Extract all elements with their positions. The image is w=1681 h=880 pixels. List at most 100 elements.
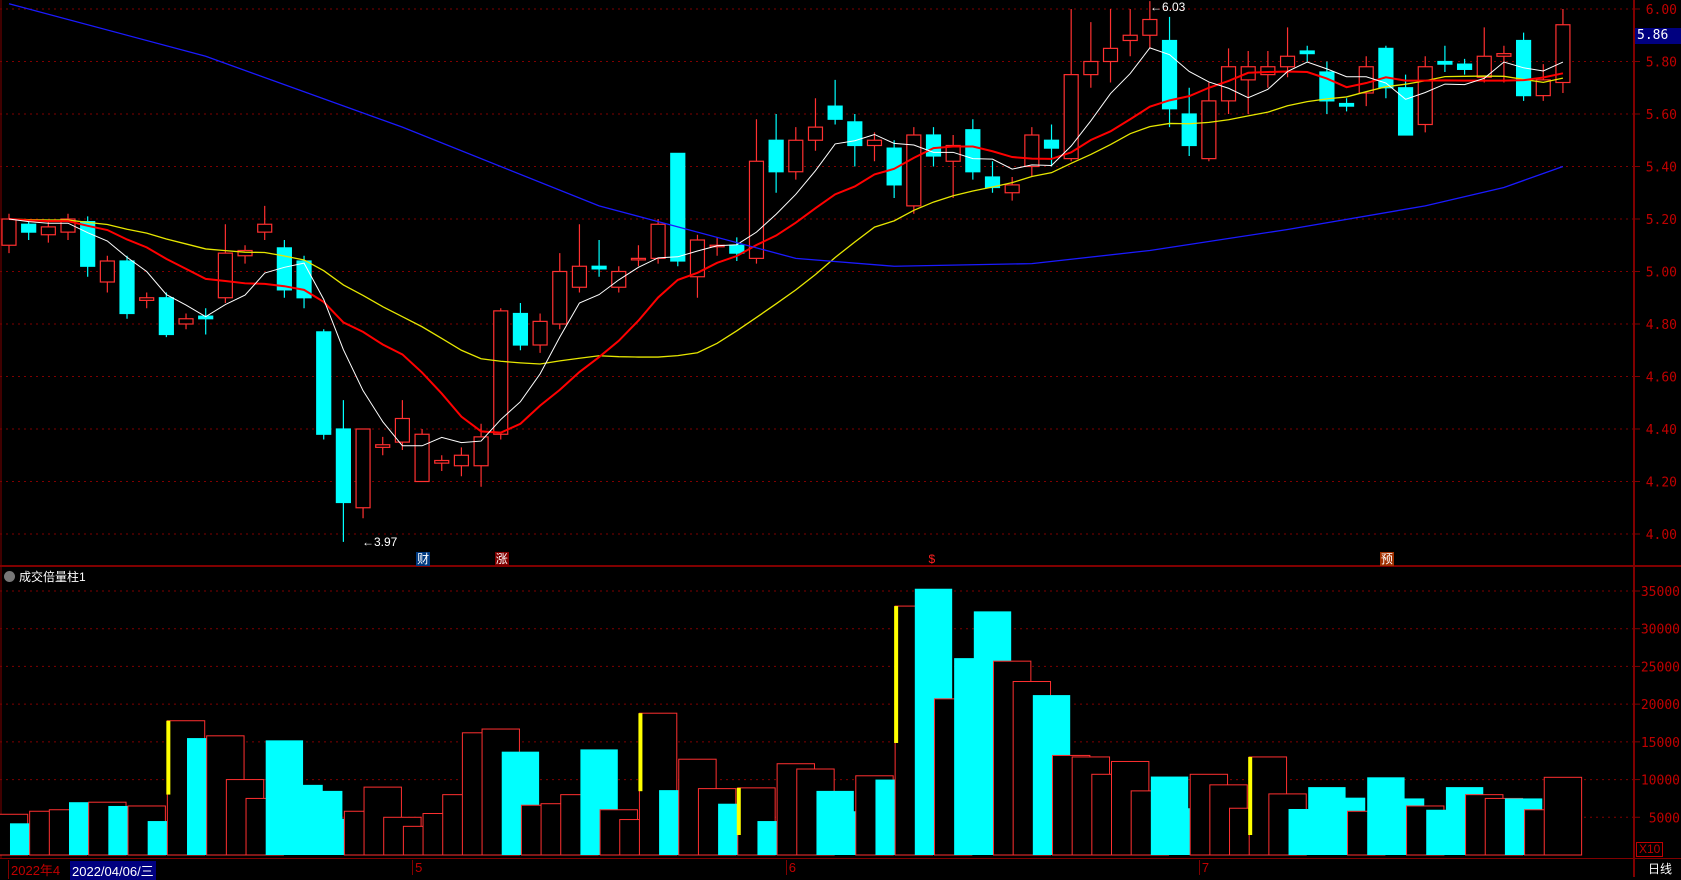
candle xyxy=(807,98,824,151)
price-tick-label: 4.60 xyxy=(1646,371,1677,386)
candle-body xyxy=(925,134,942,157)
month-label: 2022年4 xyxy=(8,860,60,879)
price-tick-label: 5.20 xyxy=(1646,213,1677,228)
price-tick-label: 4.40 xyxy=(1646,423,1677,438)
double-volume-marker xyxy=(638,713,643,792)
candle xyxy=(237,245,253,264)
candle xyxy=(630,245,647,267)
candle-body xyxy=(1201,100,1217,160)
candle-body xyxy=(1338,102,1355,107)
candle-body xyxy=(571,265,588,288)
selected-date: 2022/04/06/三 xyxy=(70,861,156,880)
candle xyxy=(650,219,666,264)
candle xyxy=(1122,9,1138,57)
candle-body xyxy=(1220,66,1237,102)
candle xyxy=(198,308,214,335)
candle xyxy=(1161,16,1178,128)
candle xyxy=(453,447,470,477)
event-marker[interactable]: $ xyxy=(928,552,936,566)
candle-body xyxy=(1122,34,1138,42)
candle-body xyxy=(906,134,922,207)
candle-body xyxy=(493,310,509,435)
candle-body xyxy=(1496,53,1512,57)
candle-body xyxy=(886,147,902,186)
event-marker[interactable]: 预 xyxy=(1379,552,1394,566)
candle-body xyxy=(1142,18,1158,36)
candle-body xyxy=(827,105,843,120)
candle xyxy=(1279,27,1296,78)
candle-body xyxy=(552,270,568,325)
candle xyxy=(316,329,332,440)
candle xyxy=(1476,27,1492,83)
double-volume-marker xyxy=(166,720,171,795)
candle xyxy=(1063,9,1079,162)
candle-body xyxy=(1,218,17,246)
time-axis: 2022年4 5 6 7 2022/04/06/三 日线 xyxy=(0,858,1681,880)
double-volume-marker xyxy=(736,787,741,835)
volume-tick-label: 20000 xyxy=(1641,698,1680,713)
candle xyxy=(965,119,981,180)
candle xyxy=(139,292,155,309)
candle-body xyxy=(1279,55,1296,68)
candle-body xyxy=(965,129,981,173)
candle xyxy=(1260,51,1276,88)
high-price-label: ←6.03 xyxy=(1150,0,1186,14)
candle-body xyxy=(414,433,430,483)
price-tick-label: 5.40 xyxy=(1646,161,1677,176)
candle-body xyxy=(1260,66,1276,76)
candle xyxy=(493,308,509,440)
event-marker[interactable]: 涨 xyxy=(494,552,509,566)
price-tick-label: 4.20 xyxy=(1646,476,1677,491)
candle xyxy=(257,205,273,240)
candle-body xyxy=(158,297,174,336)
collapse-icon[interactable] xyxy=(4,571,15,582)
candle xyxy=(1496,45,1512,83)
candle xyxy=(552,253,568,330)
volume-tick-label: 35000 xyxy=(1641,585,1680,600)
candle xyxy=(1358,56,1374,107)
candle xyxy=(414,429,430,483)
candle xyxy=(1024,127,1040,177)
candle-body xyxy=(355,428,371,509)
candle xyxy=(394,400,410,450)
volume-tick-label: 10000 xyxy=(1641,774,1680,789)
candle-body xyxy=(1083,60,1099,76)
period-label[interactable]: 日线 xyxy=(1648,862,1673,876)
candle-body xyxy=(21,223,37,233)
candle xyxy=(40,221,56,243)
candle xyxy=(375,436,391,456)
candle-body xyxy=(316,331,332,435)
ma10-line xyxy=(8,70,1564,434)
candle-body xyxy=(237,249,253,257)
candle xyxy=(1083,22,1099,88)
indicator-title[interactable]: 成交倍量柱1 xyxy=(4,568,86,585)
candle-body xyxy=(139,297,155,301)
candle xyxy=(473,423,489,487)
candle-body xyxy=(178,318,194,325)
candle xyxy=(1102,9,1119,83)
volume-tick-label: 15000 xyxy=(1641,736,1680,751)
candle-body xyxy=(1063,74,1079,160)
candle xyxy=(670,152,686,267)
candle-body xyxy=(119,260,135,315)
candle-body xyxy=(1456,63,1473,70)
candle-body xyxy=(748,160,765,259)
candle-body xyxy=(1417,66,1433,126)
candle-body xyxy=(788,139,804,173)
ma60-line xyxy=(8,3,1564,267)
candle xyxy=(178,313,194,330)
event-marker[interactable]: 财 xyxy=(416,552,431,566)
candle-body xyxy=(807,126,824,141)
candle xyxy=(1240,51,1256,114)
price-tick-label: 5.80 xyxy=(1646,56,1677,71)
candle xyxy=(689,234,706,298)
price-tick-label: 4.80 xyxy=(1646,318,1677,333)
candle-body xyxy=(1299,50,1315,55)
candle xyxy=(99,255,115,293)
candle xyxy=(1456,58,1473,75)
candle-body xyxy=(1102,47,1119,63)
price-tick-label: 5.60 xyxy=(1646,108,1677,123)
candle-body xyxy=(729,244,745,254)
candle-body xyxy=(591,265,607,270)
